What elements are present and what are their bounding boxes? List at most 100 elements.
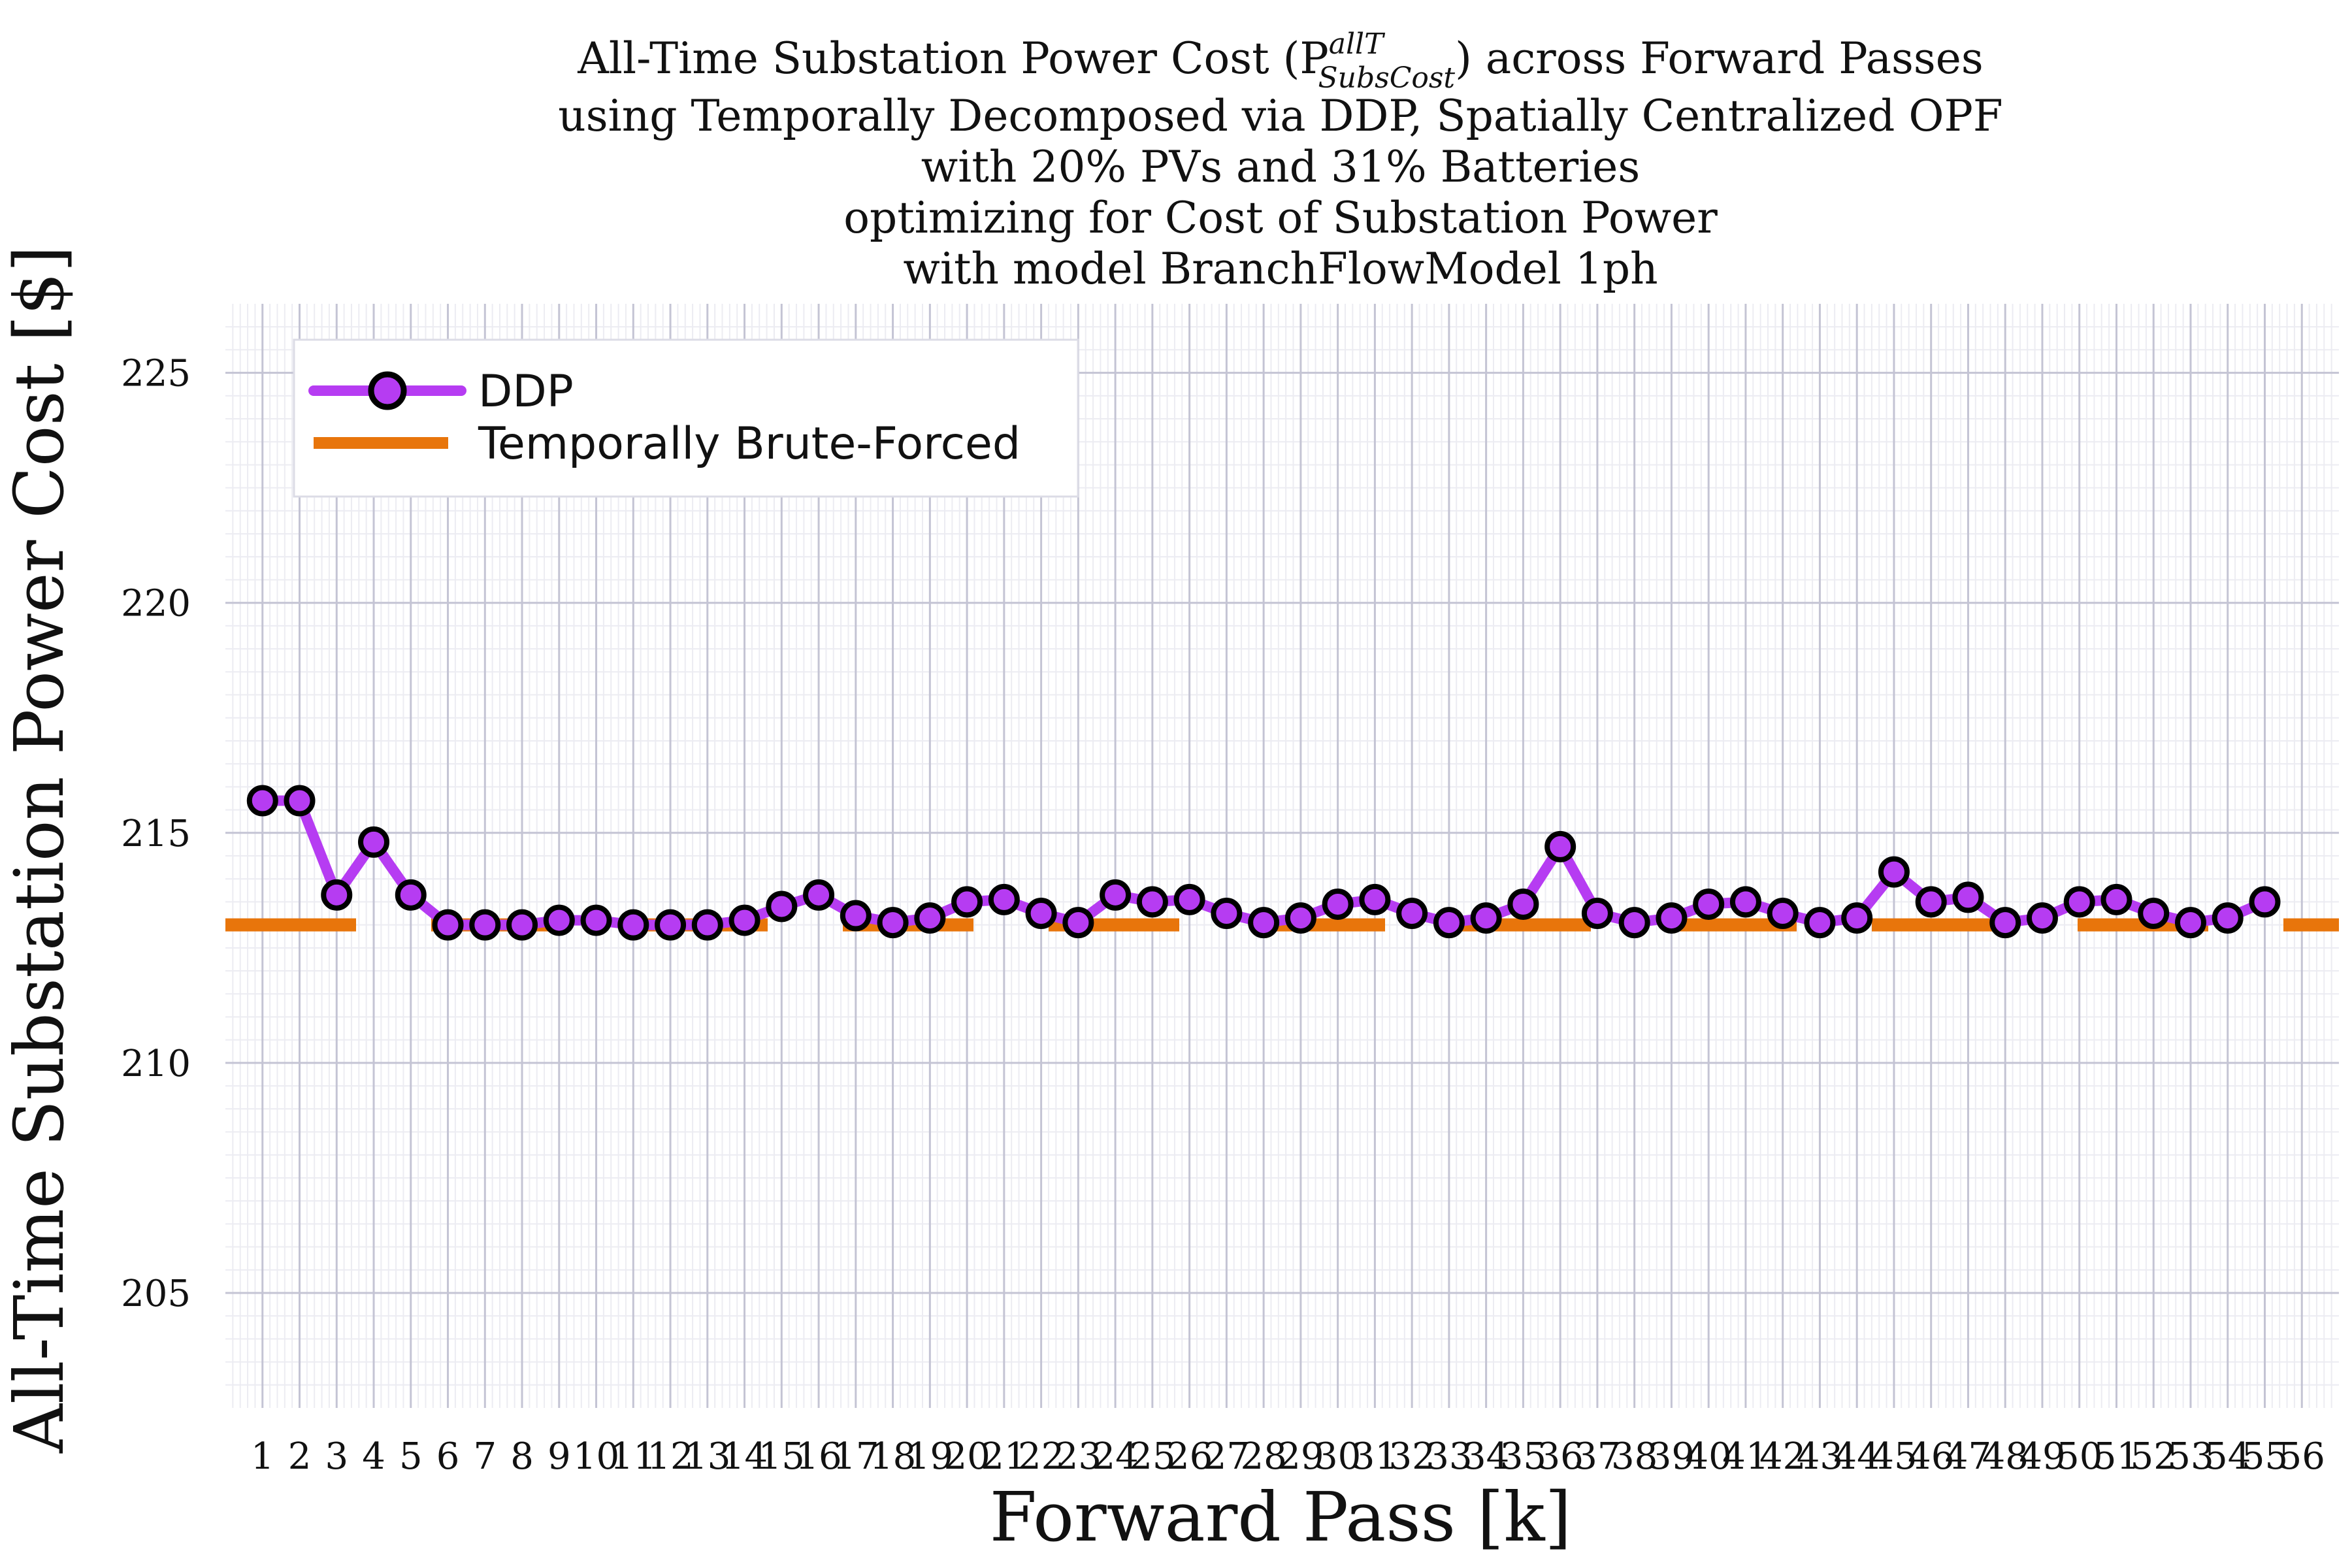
x-tick-label: 9	[547, 1435, 571, 1478]
ddp-point	[877, 907, 909, 939]
x-tick-label: 5	[399, 1435, 423, 1478]
ddp-point	[1989, 907, 2021, 939]
x-tick-label: 7	[473, 1435, 497, 1478]
title-line-1: All-Time Substation Power Cost (PallT Sub…	[577, 27, 1983, 95]
x-tick-label: 39	[1648, 1435, 1695, 1478]
ddp-point	[655, 909, 687, 941]
ddp-point	[1470, 902, 1502, 934]
ddp-point	[506, 909, 538, 941]
x-tick-label: 18	[870, 1435, 916, 1478]
x-tick-label: 51	[2093, 1435, 2140, 1478]
ddp-point	[1322, 888, 1354, 920]
x-tick-label: 23	[1055, 1435, 1102, 1478]
ddp-point	[1284, 902, 1316, 934]
ddp-point	[1544, 830, 1576, 862]
ddp-point	[914, 902, 946, 934]
ddp-point	[1100, 879, 1132, 911]
title-line-4: optimizing for Cost of Substation Power	[843, 193, 1718, 243]
ddp-point	[1507, 888, 1539, 920]
x-tick-label: 3	[325, 1435, 348, 1478]
x-tick-label: 52	[2131, 1435, 2177, 1478]
x-tick-label: 1	[251, 1435, 274, 1478]
x-tick-label: 21	[981, 1435, 1027, 1478]
ddp-point	[1211, 898, 1243, 930]
x-tick-label: 19	[907, 1435, 953, 1478]
ddp-point	[728, 904, 760, 936]
y-tick-labels: 205 210 215 220 225	[121, 353, 191, 1315]
x-tick-label: 53	[2167, 1435, 2213, 1478]
y-tick-label: 205	[121, 1273, 191, 1315]
x-tick-label: 16	[795, 1435, 841, 1478]
y-axis-label: All-Time Substation Power Cost [$]	[0, 246, 79, 1454]
ddp-point	[691, 909, 723, 941]
x-tick-label: 2	[288, 1435, 312, 1478]
ddp-point	[2026, 902, 2058, 934]
x-tick-label: 6	[436, 1435, 460, 1478]
x-tick-label: 40	[1686, 1435, 1732, 1478]
y-tick-label: 220	[121, 583, 191, 625]
ddp-point	[1656, 902, 1688, 934]
x-tick-label: 30	[1315, 1435, 1361, 1478]
x-tick-label: 12	[647, 1435, 693, 1478]
ddp-point	[246, 785, 278, 817]
ddp-point	[1878, 856, 1910, 888]
ddp-point	[766, 890, 798, 923]
legend-ddp-marker	[368, 371, 407, 410]
ddp-point	[543, 904, 575, 936]
ddp-point	[1396, 898, 1428, 930]
ddp-point	[284, 785, 316, 817]
ddp-points	[246, 785, 2281, 941]
x-tick-label: 44	[1834, 1435, 1880, 1478]
ddp-point	[840, 900, 872, 932]
x-tick-label: 49	[2019, 1435, 2065, 1478]
legend: DDP Temporally Brute-Forced	[293, 338, 1079, 498]
legend-brute-force-label: Temporally Brute-Forced	[478, 418, 1021, 470]
x-tick-label: 33	[1426, 1435, 1472, 1478]
ddp-point	[580, 904, 612, 936]
ddp-point	[803, 879, 835, 911]
x-tick-label: 31	[1352, 1435, 1398, 1478]
x-tick-label: 34	[1463, 1435, 1509, 1478]
ddp-point	[358, 826, 390, 858]
x-tick-label: 24	[1092, 1435, 1138, 1478]
x-tick-label: 28	[1240, 1435, 1286, 1478]
y-tick-label: 210	[121, 1043, 191, 1085]
ddp-point	[321, 879, 353, 911]
ddp-point	[2249, 886, 2281, 918]
x-tick-label: 11	[610, 1435, 657, 1478]
ddp-point	[1173, 883, 1205, 915]
legend-ddp-label: DDP	[478, 366, 574, 417]
x-tick-label: 42	[1759, 1435, 1806, 1478]
ddp-point	[988, 883, 1020, 915]
ddp-point	[2138, 898, 2170, 930]
ddp-point	[2212, 902, 2244, 934]
ddp-point	[469, 909, 501, 941]
x-tick-label: 15	[759, 1435, 805, 1478]
chart-title: All-Time Substation Power Cost (PallT Sub…	[558, 27, 2002, 294]
x-axis-label: Forward Pass [k]	[990, 1477, 1571, 1557]
x-tick-label: 10	[573, 1435, 619, 1478]
x-tick-label: 55	[2242, 1435, 2288, 1478]
x-tick-label: 13	[684, 1435, 730, 1478]
x-tick-label: 46	[1908, 1435, 1954, 1478]
ddp-point	[1767, 898, 1799, 930]
ddp-point	[1359, 883, 1391, 915]
x-tick-label: 35	[1500, 1435, 1546, 1478]
ddp-point	[1804, 907, 1836, 939]
x-tick-label: 14	[721, 1435, 768, 1478]
x-tick-label: 45	[1870, 1435, 1917, 1478]
ddp-point	[1915, 886, 1947, 918]
ddp-point	[951, 886, 983, 918]
x-tick-label: 54	[2204, 1435, 2251, 1478]
ddp-point	[2174, 907, 2206, 939]
ddp-point	[1581, 898, 1613, 930]
ddp-point	[1136, 886, 1168, 918]
title-sup: allT	[1329, 27, 1386, 61]
x-tick-label: 25	[1129, 1435, 1175, 1478]
ddp-point	[1952, 881, 1984, 913]
ddp-point	[617, 909, 649, 941]
ddp-point	[1248, 907, 1280, 939]
x-tick-label: 22	[1018, 1435, 1064, 1478]
x-tick-label: 17	[832, 1435, 879, 1478]
x-tick-label: 29	[1277, 1435, 1324, 1478]
